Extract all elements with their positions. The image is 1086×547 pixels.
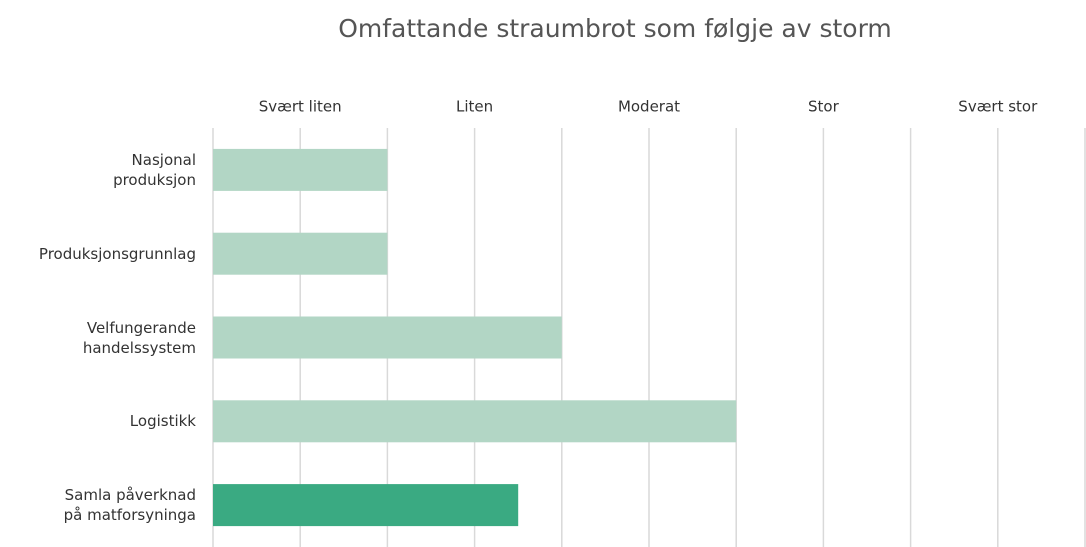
y-tick-label: Logistikk — [129, 412, 196, 431]
x-scale-label: Liten — [456, 98, 493, 116]
y-tick-label: Nasjonal produksjon — [113, 150, 196, 189]
chart-title: Omfattande straumbrot som følgje av stor… — [338, 14, 892, 43]
x-scale-label: Moderat — [618, 98, 680, 116]
bar — [213, 148, 388, 191]
bar — [213, 316, 562, 359]
x-scale-label: Svært stor — [958, 98, 1038, 116]
bar — [213, 400, 737, 443]
y-tick-label: Velfungerande handelssystem — [82, 318, 196, 357]
bar — [213, 232, 388, 275]
bar — [213, 484, 519, 527]
x-scale-label: Stor — [808, 98, 840, 116]
y-tick-label: Samla påverknad på matforsyninga — [63, 486, 196, 525]
y-tick-label: Produksjonsgrunnlag — [38, 244, 196, 263]
x-scale-label: Svært liten — [259, 98, 342, 116]
